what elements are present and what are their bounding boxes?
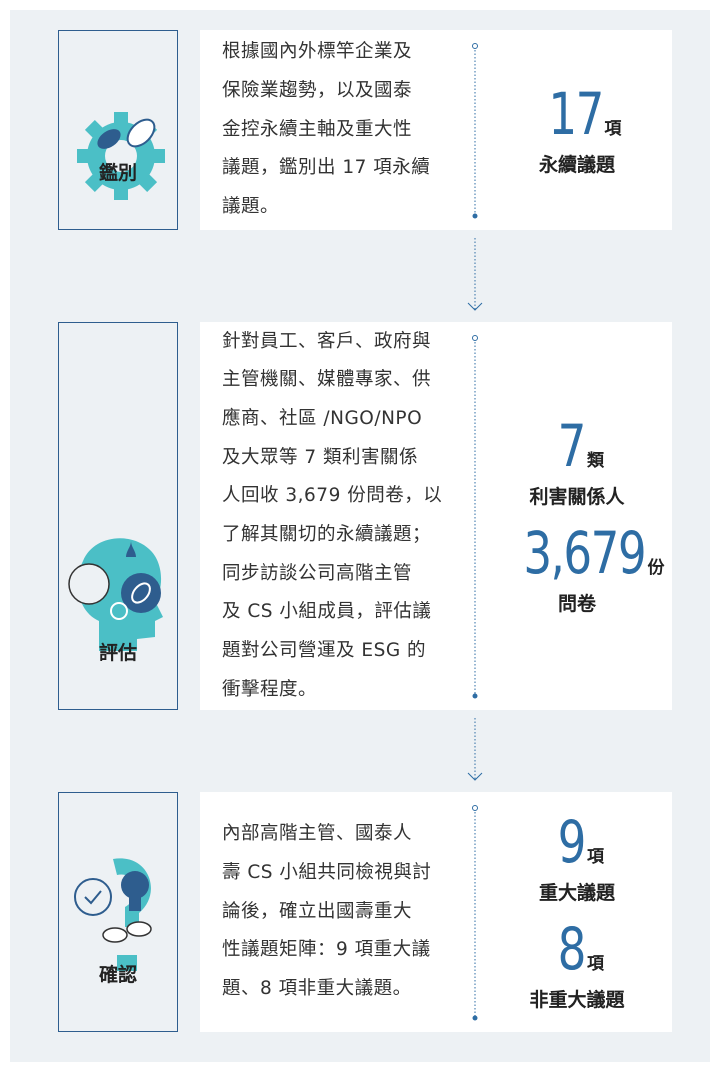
stat-label: 永續議題 <box>538 153 615 176</box>
stat-value: 3,679 份 <box>489 519 665 587</box>
text-line: 議題。 <box>222 196 280 218</box>
text-line: 壽 CS 小組共同檢視與討 <box>222 861 432 883</box>
divider <box>472 335 478 699</box>
stat-number: 3,679 <box>523 519 647 587</box>
text-line: 衝擊程度。 <box>222 678 318 700</box>
stat-unit: 類 <box>586 451 604 471</box>
description: 內部高階主管、國泰人壽 CS 小組共同檢視與討 論後，確立出國壽重大 性議題矩陣：9… <box>222 792 462 1032</box>
text-line: 議題，鑑別出 17 項永續 <box>222 157 431 179</box>
step-box: 鑑別 <box>58 30 178 230</box>
text-line: 人回收 3,679 份問卷，以 <box>222 485 443 507</box>
divider <box>472 805 478 1021</box>
step-icon <box>59 823 179 1027</box>
step-panel: 針對員工、客戶、政府與 主管機關、媒體專家、供 應商、社區 /NGO/NPO 及大眾等… <box>200 322 672 710</box>
stat-label: 問卷 <box>557 593 596 615</box>
text-line: 題、8 項非重大議題。 <box>222 978 412 1000</box>
description: 根據國內外標竿企業及 保險業趨勢，以及國泰 金控永續主軸及重大性 議題，鑑別出 17 … <box>222 30 462 230</box>
stat: 3,679 份問卷 <box>489 519 665 616</box>
text-line: 主管機關、媒體專家、供 <box>222 369 432 391</box>
stat-number: 7 <box>557 412 587 480</box>
stat: 17 項永續議題 <box>533 79 622 177</box>
text-line: 題對公司營運及 ESG 的 <box>222 640 427 662</box>
step-label: 鑑別 <box>98 162 137 184</box>
stat: 8 項非重大議題 <box>529 919 624 1012</box>
step-label: 評估 <box>98 642 137 664</box>
step-label: 確認 <box>98 964 137 986</box>
text-line: 應商、社區 /NGO/NPO <box>222 407 423 429</box>
stats: 7 類利害關係人 3,679 份問卷 <box>482 322 672 710</box>
text-line: 論後，確立出國壽重大 <box>222 900 413 922</box>
text-line: 針對員工、客戶、政府與 <box>222 330 432 352</box>
stat-label: 利害關係人 <box>529 486 625 508</box>
step-icon <box>59 431 179 695</box>
step-box: 確認 <box>58 792 178 1032</box>
stat-value: 17 項 <box>533 79 622 148</box>
stat-unit: 項 <box>604 118 622 139</box>
step-box: 評估 <box>58 322 178 710</box>
stat: 9 項重大議題 <box>539 812 615 905</box>
text-line: 同步訪談公司高階主管 <box>222 562 413 584</box>
stat: 7 類利害關係人 <box>529 416 624 509</box>
text-line: 根據國內外標竿企業及 <box>222 41 413 63</box>
description: 針對員工、客戶、政府與 主管機關、媒體專家、供 應商、社區 /NGO/NPO 及大眾等… <box>222 322 462 710</box>
text-line: 及 CS 小組成員，評估議 <box>222 601 432 623</box>
stat-unit: 份 <box>647 558 665 578</box>
stat-number: 8 <box>557 915 587 983</box>
step-panel: 根據國內外標竿企業及 保險業趨勢，以及國泰 金控永續主軸及重大性 議題，鑑別出 17 … <box>200 30 672 230</box>
stat-number: 17 <box>547 79 604 148</box>
stat-label: 重大議題 <box>538 882 615 904</box>
stats: 9 項重大議題 8 項非重大議題 <box>482 792 672 1032</box>
text-line: 性議題矩陣：9 項重大議 <box>222 939 431 961</box>
arrow <box>467 718 483 781</box>
text-line: 及大眾等 7 類利害關係 <box>222 446 419 468</box>
stat-number: 9 <box>557 808 587 876</box>
text-line: 金控永續主軸及重大性 <box>222 118 413 140</box>
arrow <box>467 238 483 311</box>
stat-unit: 項 <box>586 954 604 974</box>
step-icon <box>59 61 179 215</box>
step-panel: 內部高階主管、國泰人壽 CS 小組共同檢視與討 論後，確立出國壽重大 性議題矩陣：9… <box>200 792 672 1032</box>
stat-label: 非重大議題 <box>529 989 625 1011</box>
stats: 17 項永續議題 <box>482 30 672 230</box>
text-line: 保險業趨勢，以及國泰 <box>222 79 413 101</box>
stat-unit: 項 <box>586 847 604 867</box>
text-line: 內部高階主管、國泰人 <box>222 823 413 845</box>
divider <box>472 43 478 219</box>
text-line: 了解其關切的永續議題； <box>222 524 432 545</box>
